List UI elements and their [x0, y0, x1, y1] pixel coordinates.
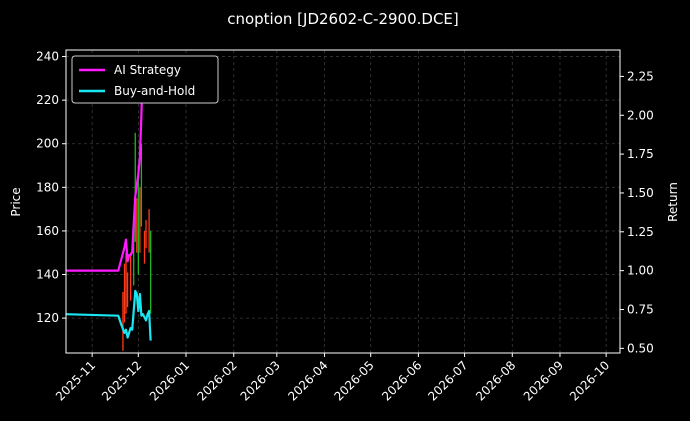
y2-tick-label: 1.00: [627, 264, 654, 278]
y-tick-label: 160: [36, 224, 59, 238]
y-tick-label: 180: [36, 180, 59, 194]
legend-box: [71, 55, 219, 104]
line-series: [65, 56, 152, 341]
legend: AI Strategy Buy-and-Hold: [71, 55, 219, 104]
y2-tick-label: 1.25: [627, 225, 654, 239]
y-axis-right: 0.50 0.75 1.00 1.25 1.50 1.75 2.00 2.25: [620, 69, 654, 355]
y-axis-left: 120 140 160 180 200 220 240: [36, 50, 66, 325]
y-tick-label: 240: [36, 50, 59, 64]
y2-tick-label: 1.75: [627, 147, 654, 161]
y-tick-label: 220: [36, 93, 59, 107]
plot-frame: [65, 49, 621, 354]
y2-tick-label: 2.00: [627, 108, 654, 122]
y2-tick-label: 1.50: [627, 186, 654, 200]
y-tick-label: 120: [36, 311, 59, 325]
y2-tick-label: 2.25: [627, 69, 654, 83]
y-tick-label: 140: [36, 268, 59, 282]
candle-series: [122, 132, 152, 351]
legend-entry-label: Buy-and-Hold: [114, 84, 195, 98]
y-axis-label: Price: [9, 187, 23, 216]
y-tick-label: 200: [36, 137, 59, 151]
legend-entry-label: AI Strategy: [114, 63, 181, 77]
chart-title: cnoption [JD2602-C-2900.DCE]: [227, 10, 459, 28]
series-line: [66, 56, 144, 272]
series-line: [65, 289, 152, 341]
y2-axis-label: Return: [666, 182, 680, 222]
y2-tick-label: 0.50: [627, 341, 654, 355]
y2-tick-label: 0.75: [627, 302, 654, 316]
